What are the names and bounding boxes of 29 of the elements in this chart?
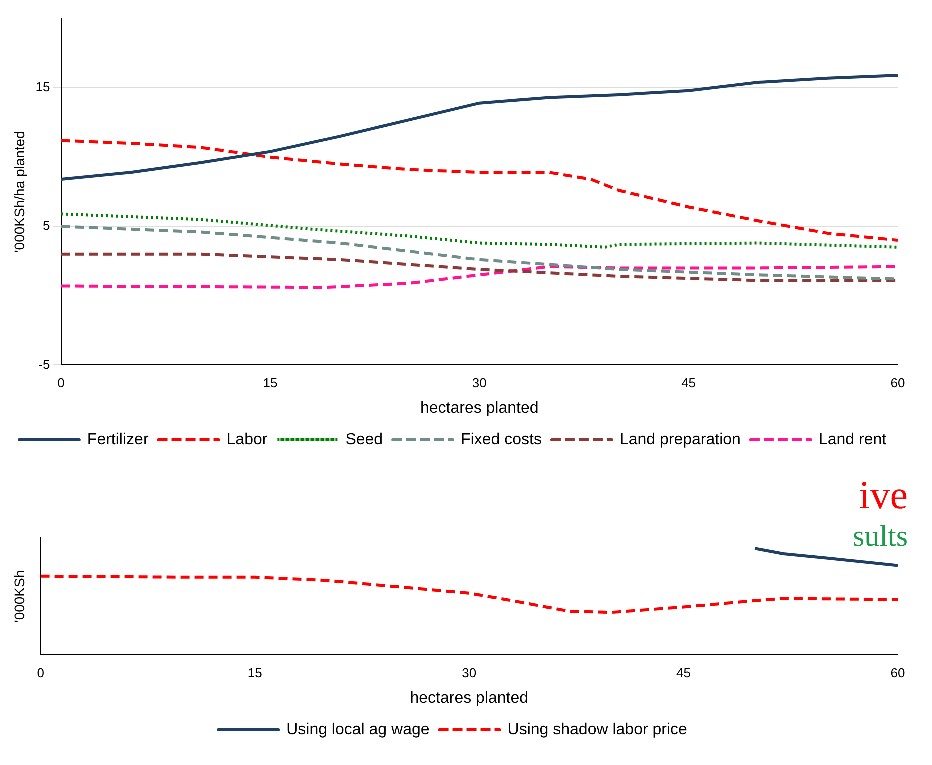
y-tick-label: 15 — [36, 80, 50, 95]
x-tick-label: 15 — [263, 376, 278, 391]
y-axis-title: '000KSh — [11, 570, 28, 623]
y-axis-title: '000KSh/ha planted — [11, 131, 28, 253]
annotation: sults — [852, 520, 908, 553]
x-tick-label: 60 — [890, 376, 906, 391]
x-tick-label: 45 — [682, 376, 696, 391]
y-tick-label: -5 — [38, 356, 50, 372]
legend-label: Using shadow labor price — [508, 721, 688, 738]
x-axis-title: hectares planted — [420, 400, 539, 417]
x-tick-label: 30 — [472, 376, 487, 391]
legend-label: Fertilizer — [87, 431, 150, 448]
legend-label: Seed — [346, 431, 384, 448]
x-tick-label: 15 — [248, 666, 262, 681]
line-series — [61, 265, 898, 290]
x-tick-label: 30 — [462, 666, 477, 681]
legend-label: Fixed costs — [461, 431, 542, 448]
x-tick-label: 0 — [58, 376, 65, 391]
line-series — [61, 252, 898, 282]
x-axis-title: hectares planted — [410, 690, 529, 707]
legend-label: Labor — [226, 431, 268, 448]
x-tick-label: 0 — [37, 666, 44, 681]
legend-label: Using local ag wage — [286, 721, 430, 738]
text: ive — [859, 472, 908, 518]
x-tick-label: 60 — [890, 666, 906, 681]
x-tick-label: 45 — [676, 666, 691, 681]
legend-label: Land rent — [818, 431, 888, 448]
y-tick-label: 5 — [43, 218, 50, 234]
legend-label: Land preparation — [620, 431, 741, 448]
